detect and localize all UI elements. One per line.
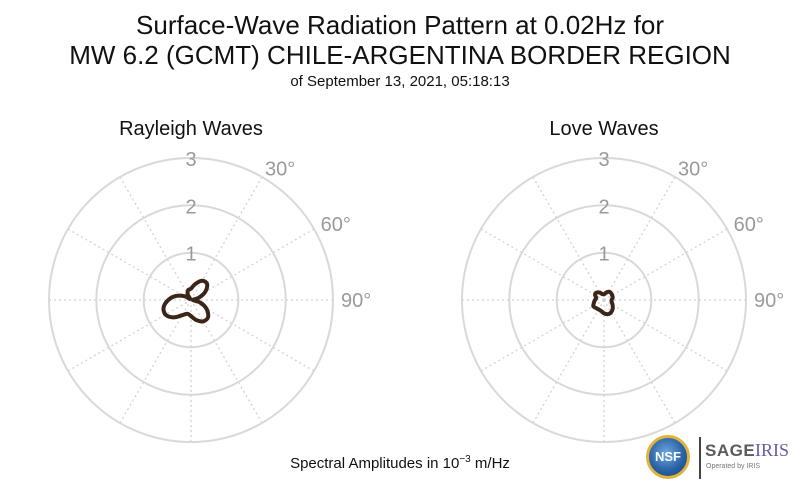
radius-tick-label-1: 1 (185, 244, 196, 266)
angle-gridline-210 (119, 299, 192, 424)
angle-gridline-60 (190, 228, 315, 301)
angle-gridline-210 (532, 299, 605, 424)
radius-ring-1 (555, 251, 653, 349)
logo-divider (699, 437, 701, 479)
angle-gridline-60 (603, 228, 728, 301)
radius-ring-3 (461, 157, 747, 443)
love-panel-title: Love Waves (549, 118, 659, 140)
sponsor-logos: NSF SAGE IRIS Operated by IRIS (644, 431, 794, 487)
angle-gridline-120 (603, 299, 728, 372)
radius-tick-label-2: 2 (185, 196, 196, 218)
angle-tick-label-90: 90° (341, 290, 371, 312)
chart-title-line1: Surface-Wave Radiation Pattern at 0.02Hz… (136, 10, 664, 40)
units-exponent: −3 (459, 454, 471, 465)
rayleigh-radiation-pattern (161, 278, 211, 324)
angle-tick-label-90: 90° (754, 290, 784, 312)
units-suffix: m/Hz (470, 455, 510, 472)
rayleigh-polar-plot: 1 2 3 30° 60° 90° (48, 149, 371, 443)
angle-tick-label-30: 30° (265, 158, 295, 180)
angle-tick-label-30: 30° (678, 158, 708, 180)
operated-by-label: Operated by IRIS (706, 463, 761, 470)
love-polar-plot: 1 2 3 30° 60° 90° (461, 149, 784, 443)
angle-tick-label-60: 60° (734, 214, 764, 236)
rayleigh-panel-title: Rayleigh Waves (119, 118, 263, 140)
sage-logo: SAGE (705, 441, 756, 460)
angle-gridline-330 (119, 176, 192, 301)
chart-title-line2: MW 6.2 (GCMT) CHILE-ARGENTINA BORDER REG… (69, 40, 731, 70)
angle-gridline-240 (67, 299, 192, 372)
radius-ring-3 (48, 157, 334, 443)
chart-title-block: Surface-Wave Radiation Pattern at 0.02Hz… (0, 10, 800, 92)
units-prefix: Spectral Amplitudes in 10 (290, 455, 460, 472)
angle-tick-label-60: 60° (321, 214, 351, 236)
iris-logo: IRIS (755, 440, 790, 460)
angle-gridline-300 (480, 228, 605, 301)
nsf-logo: NSF (646, 435, 690, 479)
angle-gridline-300 (67, 228, 192, 301)
radius-tick-label-3: 3 (185, 149, 196, 171)
angle-gridline-240 (480, 299, 605, 372)
angle-gridline-150 (190, 299, 263, 424)
chart-subtitle: of September 13, 2021, 05:18:13 (290, 73, 510, 90)
angle-gridline-120 (190, 299, 315, 372)
angle-gridline-30 (603, 176, 676, 301)
radius-tick-label-2: 2 (598, 196, 609, 218)
radius-tick-label-3: 3 (598, 149, 609, 171)
radius-ring-1 (142, 251, 240, 349)
amplitude-units-note: Spectral Amplitudes in 10−3 m/Hz (0, 454, 800, 472)
radius-tick-label-1: 1 (598, 244, 609, 266)
angle-gridline-330 (532, 176, 605, 301)
angle-gridline-150 (603, 299, 676, 424)
angle-gridline-30 (190, 176, 263, 301)
radius-ring-2 (95, 204, 287, 396)
radius-ring-2 (508, 204, 700, 396)
love-radiation-pattern (591, 289, 615, 317)
